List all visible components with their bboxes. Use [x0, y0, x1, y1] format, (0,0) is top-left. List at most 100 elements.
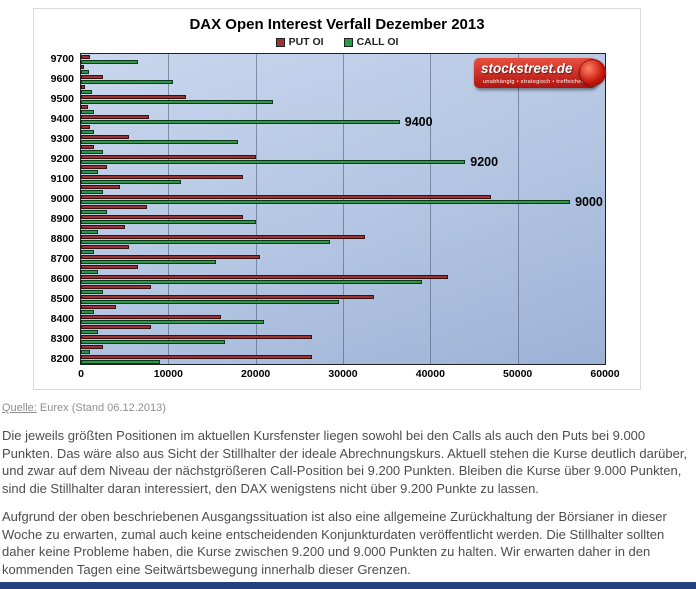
- bar-group-8700: [81, 254, 605, 264]
- bar-group-9300: [81, 134, 605, 144]
- call-bar: [81, 270, 99, 274]
- bar-group-8950: [81, 204, 605, 214]
- bar-group-9250: [81, 144, 605, 154]
- put-bar: [81, 235, 365, 239]
- bar-group-8400: [81, 314, 605, 324]
- x-axis: 0 10000 20000 30000 40000 50000 60000: [78, 365, 620, 381]
- bar-group-9350: [81, 124, 605, 134]
- bar-group-9650: [81, 64, 605, 74]
- call-bar: [81, 150, 103, 154]
- put-bar: [81, 125, 90, 129]
- bar-group-8350: [81, 324, 605, 334]
- call-bar: [81, 250, 95, 254]
- put-bar: [81, 215, 243, 219]
- put-bar: [81, 295, 374, 299]
- put-bar: [81, 245, 130, 249]
- gridline: [168, 54, 170, 364]
- bar-group-8300: [81, 334, 605, 344]
- bar-group-8750: [81, 244, 605, 254]
- y-axis-label: 9400: [50, 113, 74, 125]
- call-bar: [81, 260, 217, 264]
- bar-group-8500: [81, 294, 605, 304]
- analysis-paragraph-2: Aufgrund der oben beschriebenen Ausgangs…: [2, 509, 667, 577]
- x-tick-label: 60000: [590, 368, 620, 380]
- call-bar: [81, 70, 89, 74]
- analysis-paragraph-1: Die jeweils größten Positionen im aktuel…: [2, 428, 688, 496]
- put-bar: [81, 145, 95, 149]
- source-link[interactable]: Quelle:: [2, 402, 37, 414]
- bar-group-9200: 9200: [81, 154, 605, 168]
- put-bar: [81, 85, 86, 89]
- bar-group-9600: [81, 74, 605, 84]
- bar-group-8250: [81, 344, 605, 354]
- put-bar: [81, 255, 261, 259]
- bar-group-8450: [81, 304, 605, 314]
- y-axis-label: 9100: [50, 173, 74, 185]
- put-bar: [81, 65, 85, 69]
- y-axis-label: 9500: [50, 93, 74, 105]
- call-bar: [81, 220, 256, 224]
- strike-annotation: 9400: [404, 115, 433, 129]
- call-bar: [81, 340, 226, 344]
- put-bar: [81, 175, 243, 179]
- bar-group-8600: [81, 274, 605, 284]
- x-tick-label: 0: [78, 368, 84, 380]
- call-bar: [81, 350, 90, 354]
- call-bar: [81, 330, 99, 334]
- bar-group-8550: [81, 284, 605, 294]
- bar-group-9500: [81, 94, 605, 104]
- put-bar: [81, 225, 125, 229]
- x-tick-label: 30000: [328, 368, 358, 380]
- y-axis-label: 8800: [50, 233, 74, 245]
- call-bar: [81, 80, 173, 84]
- call-bar: [81, 90, 93, 94]
- y-axis-label: 9000: [50, 193, 74, 205]
- call-bar: [81, 140, 239, 144]
- legend-label-put: PUT OI: [288, 36, 324, 48]
- call-bar: [81, 300, 339, 304]
- logo-text: stockstreet.de: [481, 61, 573, 76]
- bar-group-9450: [81, 104, 605, 114]
- gridline: [255, 54, 257, 364]
- put-bar: [81, 315, 221, 319]
- put-bar: [81, 345, 103, 349]
- put-bar: [81, 265, 138, 269]
- call-bar: [81, 100, 274, 104]
- bar-group-8200: [81, 354, 605, 364]
- gridline: [343, 54, 344, 364]
- y-axis-label: 9700: [50, 53, 74, 65]
- call-bar: [81, 120, 400, 124]
- legend-item-call: CALL OI: [343, 36, 398, 48]
- bar-group-9100: [81, 174, 605, 184]
- y-axis-label: 8300: [50, 333, 74, 345]
- logo-seal-icon: [579, 59, 606, 86]
- bar-group-9400: 9400: [81, 114, 605, 129]
- bar-group-8850: [81, 224, 605, 234]
- bar-group-9150: [81, 164, 605, 174]
- x-tick-label: 40000: [415, 368, 445, 380]
- put-bar: [81, 305, 116, 309]
- gridline: [517, 54, 519, 364]
- call-legend-swatch-icon: [343, 37, 353, 47]
- y-axis-label: 8700: [50, 253, 74, 265]
- grid-layer: [81, 54, 605, 364]
- call-bar: [81, 170, 99, 174]
- x-tick-label: 10000: [153, 368, 183, 380]
- logo-tagline: unabhängig • strategisch • treffsicher: [483, 79, 584, 85]
- y-axis: 9700 9600 9500 9400 9300 9200 9100 9000 8900 8800…: [34, 53, 80, 365]
- put-legend-swatch-icon: [275, 37, 285, 47]
- y-axis-label: 9300: [50, 133, 74, 145]
- call-bar: [81, 290, 103, 294]
- call-bar: [81, 240, 330, 244]
- put-bar: [81, 355, 313, 359]
- bars-layer: 9400 9200 9000: [81, 54, 605, 364]
- y-axis-label: 9200: [50, 153, 74, 165]
- bar-group-8900: [81, 214, 605, 224]
- call-bar: [81, 230, 99, 234]
- x-tick-label: 20000: [241, 368, 271, 380]
- put-bar: [81, 95, 186, 99]
- y-axis-label: 8200: [50, 353, 74, 365]
- bar-group-9050: [81, 184, 605, 194]
- chart-title: DAX Open Interest Verfall Dezember 2013: [189, 16, 485, 33]
